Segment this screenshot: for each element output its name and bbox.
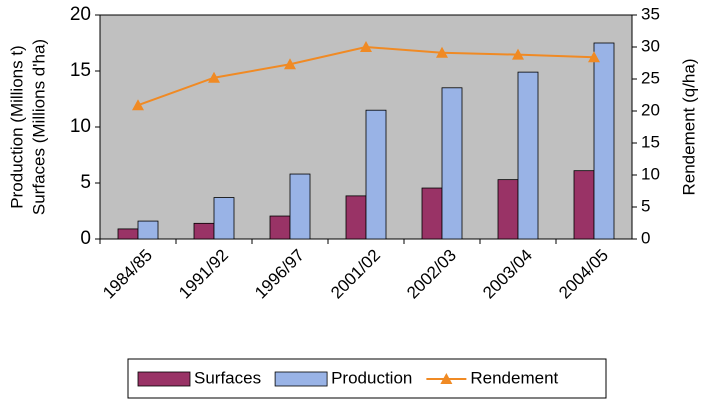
- bar: [517, 71, 539, 240]
- bar: [269, 215, 291, 240]
- x-tick-label: 1984/85: [99, 246, 156, 303]
- marker: [436, 46, 448, 58]
- y2-tick-label: 30: [641, 36, 660, 55]
- x-tick-label: 2004/05: [555, 246, 612, 303]
- y2-tick-label: 5: [641, 196, 650, 215]
- y-tick-label: 10: [70, 116, 91, 137]
- bar: [441, 87, 463, 240]
- y-axis-title: Surfaces (Millions d'ha): [29, 39, 48, 215]
- x-tick-label: 2003/04: [479, 246, 536, 303]
- x-tick-label: 1991/92: [175, 246, 232, 303]
- bar: [117, 228, 139, 240]
- bar: [213, 197, 235, 240]
- legend-swatch: [440, 373, 453, 384]
- y-tick-label: 5: [80, 172, 91, 193]
- legend-swatch: [274, 371, 328, 387]
- bar: [289, 173, 311, 240]
- legend-swatch: [137, 371, 191, 387]
- x-tick-label: 1996/97: [251, 246, 308, 303]
- y2-tick-label: 25: [641, 68, 660, 87]
- x-tick-label: 2001/02: [327, 246, 384, 303]
- y2-tick-label: 20: [641, 100, 660, 119]
- bar: [137, 220, 159, 240]
- bar: [365, 109, 387, 240]
- legend-label: Rendement: [470, 368, 558, 387]
- legend-label: Surfaces: [194, 368, 261, 387]
- x-tick-label: 2002/03: [403, 246, 460, 303]
- y-tick-label: 0: [80, 228, 91, 249]
- y2-tick-label: 10: [641, 164, 660, 183]
- marker: [512, 48, 524, 60]
- y2-tick-label: 15: [641, 132, 660, 151]
- legend-box: [127, 358, 607, 399]
- marker: [284, 58, 296, 70]
- y-tick-label: 15: [70, 60, 91, 81]
- bar: [345, 195, 367, 240]
- y2-tick-label: 35: [641, 4, 660, 23]
- y2-tick-label: 0: [641, 228, 650, 247]
- y-axis-title: Production (Millions t): [7, 45, 26, 208]
- bar: [421, 187, 443, 240]
- marker: [208, 71, 220, 83]
- bar: [193, 222, 215, 240]
- bar: [593, 42, 615, 240]
- bar: [573, 170, 595, 240]
- marker: [360, 41, 372, 52]
- legend-label: Production: [331, 368, 412, 387]
- bar: [497, 179, 519, 240]
- y-tick-label: 20: [70, 4, 91, 25]
- y2-axis-title: Rendement (q/ha): [679, 58, 698, 195]
- marker: [132, 99, 144, 111]
- marker: [588, 51, 600, 63]
